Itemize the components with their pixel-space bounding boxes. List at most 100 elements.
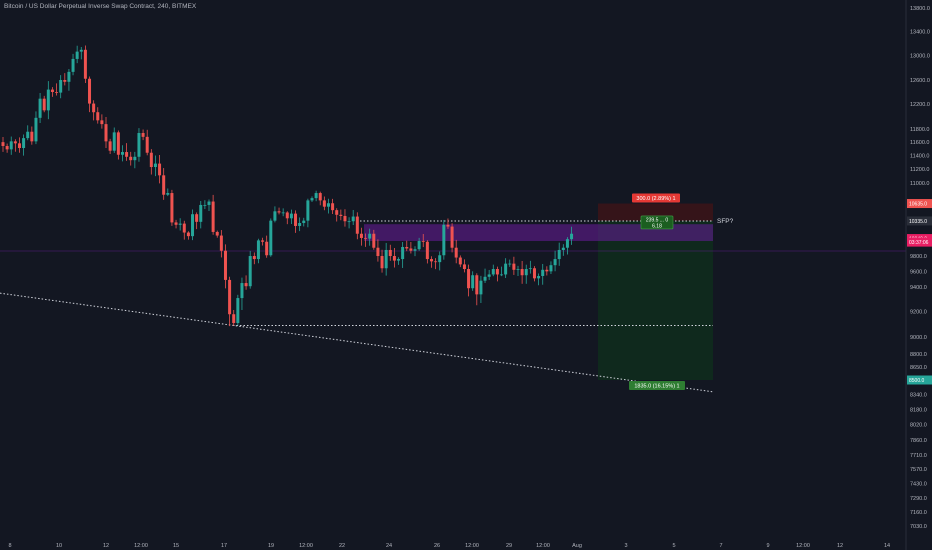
candle-body bbox=[326, 203, 330, 207]
candle-body bbox=[504, 263, 508, 275]
candle-body bbox=[166, 193, 170, 195]
candle-body bbox=[228, 279, 232, 315]
candle-body bbox=[532, 268, 536, 279]
candle-body bbox=[22, 138, 26, 149]
entry-label-line1: 239.5 ... 0 bbox=[646, 217, 668, 223]
candle-body bbox=[401, 246, 405, 260]
candle-body bbox=[232, 314, 236, 324]
candle-body bbox=[397, 259, 401, 261]
x-tick-label: 12:00 bbox=[299, 543, 313, 549]
candle-body bbox=[133, 156, 137, 161]
x-tick-label: 29 bbox=[506, 543, 512, 549]
price-axis-tag bbox=[907, 216, 932, 226]
y-tick-label: 13800.0 bbox=[910, 6, 930, 12]
candle-body bbox=[298, 223, 302, 226]
x-tick-label: 8 bbox=[8, 543, 11, 549]
candle-body bbox=[79, 49, 83, 52]
candle-body bbox=[475, 275, 479, 295]
y-tick-label: 11200.0 bbox=[910, 167, 929, 173]
y-tick-label: 7030.0 bbox=[910, 524, 927, 530]
candle-body bbox=[178, 223, 182, 225]
candle-body bbox=[557, 249, 561, 260]
candle-body bbox=[545, 269, 549, 272]
candle-body bbox=[26, 131, 30, 139]
candle-body bbox=[294, 213, 298, 226]
candle-body bbox=[512, 263, 516, 270]
candle-body bbox=[446, 224, 450, 227]
time-axis[interactable]: 8 10 12 12:00 15 17 19 12:00 22 24 26 12:00 29 12:00 A… bbox=[8, 543, 890, 549]
candle-body bbox=[405, 246, 409, 249]
candle-body bbox=[223, 250, 227, 280]
y-tick-label: 12200.0 bbox=[910, 102, 930, 108]
x-tick-label: 24 bbox=[386, 543, 392, 549]
candle-body bbox=[203, 204, 207, 206]
y-tick-label: 9000.0 bbox=[910, 335, 927, 341]
x-tick-label: 7 bbox=[719, 543, 722, 549]
y-tick-label: 11800.0 bbox=[910, 127, 929, 133]
candle-body bbox=[421, 241, 425, 242]
candle-body bbox=[541, 269, 545, 277]
candle-body bbox=[409, 248, 413, 251]
y-tick-label: 7710.0 bbox=[910, 453, 927, 459]
candle-body bbox=[520, 269, 524, 276]
candle-body bbox=[314, 193, 318, 199]
y-tick-label: 7290.0 bbox=[910, 496, 927, 502]
candle-body bbox=[162, 175, 166, 195]
candle-body bbox=[17, 143, 21, 149]
price-axis[interactable]: 13800.0 13400.0 13000.0 12600.0 12200.0 11800… bbox=[905, 0, 930, 550]
candle-body bbox=[129, 156, 133, 161]
candle-body bbox=[306, 200, 310, 221]
y-tick-label: 9200.0 bbox=[910, 310, 927, 316]
candle-body bbox=[112, 132, 116, 151]
x-tick-label: 19 bbox=[268, 543, 274, 549]
candle-body bbox=[376, 247, 380, 257]
candle-body bbox=[75, 51, 79, 59]
sfp-annotation: SFP? bbox=[717, 218, 734, 225]
candle-body bbox=[500, 274, 504, 276]
candle-body bbox=[524, 269, 528, 276]
candle-body bbox=[462, 264, 466, 270]
candle-body bbox=[145, 136, 149, 153]
candle-body bbox=[219, 235, 223, 251]
candle-body bbox=[343, 215, 347, 222]
candle-body bbox=[55, 91, 59, 93]
candle-body bbox=[38, 98, 42, 118]
x-tick-label: 17 bbox=[221, 543, 227, 549]
candle-body bbox=[59, 80, 63, 93]
candle-body bbox=[5, 146, 9, 150]
candle-body bbox=[207, 201, 211, 205]
price-axis-tag-text: 03:37:06 bbox=[909, 240, 929, 246]
y-tick-label: 12600.0 bbox=[910, 78, 930, 84]
candle-body bbox=[92, 103, 96, 113]
x-tick-label: 26 bbox=[434, 543, 440, 549]
y-tick-label: 8650.0 bbox=[910, 365, 927, 371]
stop-loss-zone bbox=[598, 203, 713, 221]
candle-body bbox=[63, 80, 67, 82]
x-tick-label: 12:00 bbox=[465, 543, 479, 549]
candle-body bbox=[491, 269, 495, 275]
y-tick-label: 11600.0 bbox=[910, 140, 929, 146]
stop-label-text: 300.0 (2.89%) 1 bbox=[636, 196, 675, 202]
trendline-dotted bbox=[0, 292, 714, 393]
y-tick-label: 9600.0 bbox=[910, 269, 927, 275]
candle-body bbox=[244, 283, 248, 287]
candle-body bbox=[182, 223, 186, 233]
x-tick-label: 5 bbox=[672, 543, 675, 549]
y-tick-label: 13000.0 bbox=[910, 53, 930, 59]
price-axis-tag bbox=[907, 375, 932, 385]
x-tick-label: 12:00 bbox=[796, 543, 810, 549]
candle-body bbox=[318, 193, 322, 201]
candle-body bbox=[174, 222, 178, 225]
x-tick-label: 3 bbox=[624, 543, 627, 549]
x-tick-label: 12 bbox=[837, 543, 843, 549]
candle-body bbox=[199, 204, 203, 222]
candle-body bbox=[195, 214, 199, 222]
candle-body bbox=[211, 201, 215, 232]
candle-body bbox=[442, 224, 446, 256]
candle-body bbox=[471, 275, 475, 289]
y-tick-label: 7430.0 bbox=[910, 481, 927, 487]
y-tick-label: 7570.0 bbox=[910, 467, 927, 473]
candle-body bbox=[281, 212, 285, 214]
